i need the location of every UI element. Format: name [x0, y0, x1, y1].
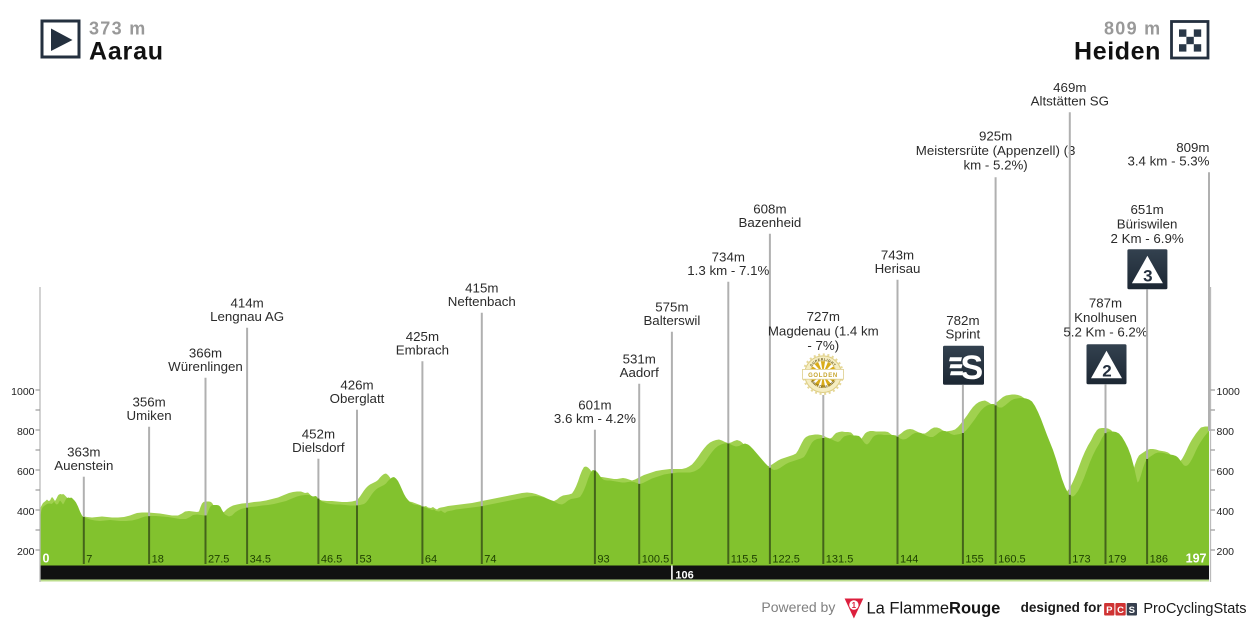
svg-text:Oberglatt: Oberglatt [330, 391, 385, 406]
svg-text:1000: 1000 [1217, 386, 1241, 398]
svg-text:800: 800 [1217, 426, 1235, 438]
svg-text:C: C [1117, 605, 1124, 616]
svg-text:363m: 363m [67, 444, 100, 459]
svg-text:Lengnau AG: Lengnau AG [210, 309, 284, 324]
svg-text:425m: 425m [406, 329, 439, 344]
svg-text:Bazenheid: Bazenheid [738, 215, 801, 230]
svg-text:27.5: 27.5 [208, 554, 229, 566]
svg-text:415m: 415m [465, 280, 498, 295]
svg-text:373 m: 373 m [89, 19, 147, 39]
svg-text:93: 93 [597, 554, 609, 566]
svg-text:Neftenbach: Neftenbach [448, 294, 516, 309]
svg-text:575m: 575m [655, 299, 688, 314]
svg-text:3.4 km - 5.3%: 3.4 km - 5.3% [1127, 153, 1209, 168]
svg-text:Büriswilen: Büriswilen [1117, 216, 1178, 231]
svg-text:531m: 531m [623, 351, 656, 366]
svg-text:600: 600 [1217, 466, 1235, 478]
svg-text:115.5: 115.5 [731, 554, 758, 566]
svg-text:131.5: 131.5 [826, 554, 854, 566]
svg-text:0: 0 [43, 552, 50, 566]
svg-text:600: 600 [17, 466, 35, 478]
svg-text:400: 400 [17, 506, 35, 518]
svg-text:356m: 356m [132, 394, 165, 409]
svg-text:km - 5.2%): km - 5.2%) [963, 158, 1027, 173]
svg-text:46.5: 46.5 [321, 554, 342, 566]
svg-text:3: 3 [1143, 266, 1152, 285]
svg-text:GOLDEN: GOLDEN [808, 373, 838, 379]
svg-text:Aadorf: Aadorf [620, 365, 659, 380]
svg-text:186: 186 [1150, 554, 1168, 566]
svg-text:160.5: 160.5 [998, 554, 1026, 566]
svg-text:Dielsdorf: Dielsdorf [292, 440, 345, 455]
svg-text:400: 400 [1217, 506, 1235, 518]
svg-text:S: S [1129, 605, 1135, 616]
svg-text:18: 18 [152, 554, 164, 566]
svg-text:608m: 608m [753, 201, 786, 216]
svg-text:1000: 1000 [11, 386, 35, 398]
svg-text:1.3 km - 7.1%: 1.3 km - 7.1% [687, 263, 769, 278]
svg-text:173: 173 [1072, 554, 1090, 566]
svg-text:Altstätten SG: Altstätten SG [1031, 94, 1109, 109]
svg-text:469m: 469m [1053, 80, 1086, 95]
svg-text:800: 800 [17, 426, 35, 438]
svg-text:Meistersrüte (Appenzell) (3: Meistersrüte (Appenzell) (3 [916, 143, 1076, 158]
svg-text:Balterswil: Balterswil [643, 313, 700, 328]
svg-text:601m: 601m [578, 397, 611, 412]
svg-text:197: 197 [1186, 552, 1207, 566]
svg-text:S: S [960, 349, 983, 387]
svg-text:3.6 km - 4.2%: 3.6 km - 4.2% [554, 411, 636, 426]
svg-text:2: 2 [1102, 361, 1111, 380]
svg-text:809m: 809m [1176, 140, 1209, 155]
svg-text:Powered by: Powered by [761, 599, 835, 615]
svg-text:925m: 925m [979, 128, 1012, 143]
svg-text:106: 106 [675, 570, 693, 582]
svg-text:426m: 426m [340, 377, 373, 392]
svg-text:64: 64 [425, 554, 437, 566]
svg-text:Embrach: Embrach [396, 342, 449, 357]
svg-text:122.5: 122.5 [772, 554, 800, 566]
svg-text:Heiden: Heiden [1074, 38, 1161, 66]
svg-text:200: 200 [17, 546, 35, 558]
svg-text:144: 144 [900, 554, 918, 566]
svg-text:Sprint: Sprint [946, 327, 981, 342]
svg-text:743m: 743m [881, 247, 914, 262]
svg-text:P: P [1106, 605, 1113, 616]
svg-text:155: 155 [965, 554, 983, 566]
svg-text:ProCyclingStats: ProCyclingStats [1143, 601, 1246, 617]
svg-text:53: 53 [360, 554, 372, 566]
svg-text:Auenstein: Auenstein [54, 458, 113, 473]
svg-text:5.2 Km - 6.2%: 5.2 Km - 6.2% [1063, 325, 1147, 340]
svg-text:651m: 651m [1130, 202, 1163, 217]
svg-text:- 7%): - 7%) [807, 338, 839, 353]
svg-text:Würenlingen: Würenlingen [168, 359, 243, 374]
svg-text:Knolhusen: Knolhusen [1074, 310, 1137, 325]
svg-text:Umiken: Umiken [127, 408, 172, 423]
svg-text:La FlammeRouge: La FlammeRouge [867, 600, 1001, 618]
svg-text:727m: 727m [807, 309, 840, 324]
svg-text:809 m: 809 m [1104, 19, 1162, 39]
svg-text:7: 7 [86, 554, 92, 566]
svg-text:366m: 366m [189, 345, 222, 360]
svg-text:782m: 782m [946, 313, 979, 328]
svg-text:designed for: designed for [1021, 600, 1103, 615]
svg-text:34.5: 34.5 [250, 554, 271, 566]
svg-text:Aarau: Aarau [89, 38, 164, 66]
svg-text:2 Km - 6.9%: 2 Km - 6.9% [1111, 231, 1184, 246]
svg-text:734m: 734m [712, 249, 745, 264]
svg-text:787m: 787m [1089, 295, 1122, 310]
svg-text:179: 179 [1108, 554, 1126, 566]
svg-text:100.5: 100.5 [642, 554, 670, 566]
svg-text:200: 200 [1217, 546, 1235, 558]
svg-text:452m: 452m [302, 426, 335, 441]
svg-text:74: 74 [484, 554, 496, 566]
svg-text:1: 1 [852, 601, 857, 610]
svg-text:Herisau: Herisau [875, 261, 921, 276]
svg-text:414m: 414m [230, 295, 263, 310]
svg-text:Magdenau (1.4 km: Magdenau (1.4 km [768, 323, 879, 338]
